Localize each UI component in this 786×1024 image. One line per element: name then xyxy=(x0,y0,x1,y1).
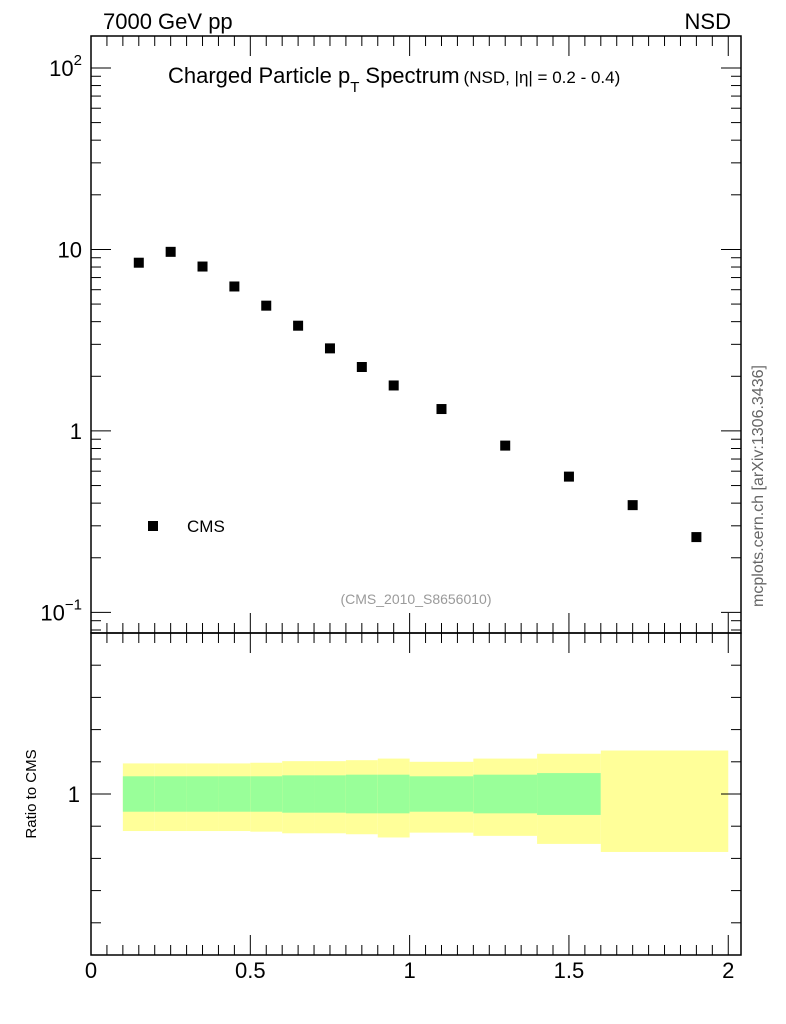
chart-title: Charged Particle pT Spectrum (NSD, |η| = 0… xyxy=(168,63,620,96)
main-frame xyxy=(90,35,742,634)
cms-data-point xyxy=(133,257,144,268)
main-y-tick-exp: 2 xyxy=(74,52,82,69)
main-y-tick-label: 10−1 xyxy=(40,596,82,625)
ratio-bands xyxy=(122,750,729,852)
ratio-band-outer xyxy=(600,750,729,852)
ratio-band-inner xyxy=(377,774,410,814)
main-y-tick-base: 1 xyxy=(70,419,82,444)
cms-data-point xyxy=(229,281,240,292)
ratio-band-inner xyxy=(154,776,187,812)
cms-data-point xyxy=(500,440,511,451)
ratio-tick-labels: 0 0.5 1 1.5 2 1 xyxy=(68,782,735,983)
main-y-tick-label: 1 xyxy=(70,419,82,444)
main-axis-ticks xyxy=(90,36,741,633)
legend-marker xyxy=(148,521,158,531)
ratio-band-inner xyxy=(218,776,251,812)
analysis-watermark: (CMS_2010_S8656010) xyxy=(341,591,492,607)
ratio-band-inner xyxy=(186,776,219,812)
main-y-tick-base: 10 xyxy=(58,237,82,262)
ratio-panel: 0 0.5 1 1.5 2 1 Ratio to CMS xyxy=(23,632,742,983)
header-right: NSD xyxy=(685,9,731,34)
main-y-tick-exp: −1 xyxy=(65,596,82,613)
cms-data-point xyxy=(356,362,367,373)
cms-data-point xyxy=(388,380,399,391)
title-main-pre: Charged Particle p xyxy=(168,63,350,88)
legend-label: CMS xyxy=(187,517,225,536)
ratio-band-inner xyxy=(473,774,538,814)
cms-data-point xyxy=(197,261,208,272)
x-tick-label: 2 xyxy=(722,958,734,983)
cms-data-point xyxy=(293,320,304,331)
x-tick-label: 0 xyxy=(85,958,97,983)
cms-data-point xyxy=(324,343,335,354)
main-y-tick-label: 10 xyxy=(58,237,82,262)
ratio-band-inner xyxy=(122,776,155,812)
ratio-band-inner xyxy=(409,776,474,812)
header-left: 7000 GeV pp xyxy=(103,9,233,34)
title-subscript: T xyxy=(350,79,359,96)
title-main-post: Spectrum xyxy=(365,63,459,88)
x-tick-label: 1.5 xyxy=(554,958,585,983)
cms-data-point xyxy=(261,300,272,311)
main-y-tick-label: 102 xyxy=(49,52,82,81)
cms-data-point xyxy=(627,500,638,511)
ratio-y-axis-label: Ratio to CMS xyxy=(23,749,40,838)
mcplots-side-label: mcplots.cern.ch [arXiv:1306.3436] xyxy=(750,365,767,607)
ratio-band-inner xyxy=(282,775,315,813)
x-tick-label: 1 xyxy=(404,958,416,983)
cms-data-point xyxy=(165,246,176,257)
cms-data-point xyxy=(436,404,447,415)
ratio-axis-ticks xyxy=(90,632,741,956)
title-extra: (NSD, |η| = 0.2 - 0.4) xyxy=(464,68,621,87)
cms-data-point xyxy=(563,471,574,482)
x-tick-label: 0.5 xyxy=(235,958,266,983)
ratio-band-inner xyxy=(250,776,283,812)
main-y-tick-base: 10 xyxy=(49,56,73,81)
main-y-tick-base: 10 xyxy=(40,600,64,625)
ratio-band-inner xyxy=(537,773,601,815)
ratio-band-inner xyxy=(314,775,346,813)
cms-data-points xyxy=(133,246,702,543)
ratio-band-inner xyxy=(345,774,378,814)
cms-data-point xyxy=(691,532,702,543)
ratio-y-tick-label: 1 xyxy=(68,782,80,807)
